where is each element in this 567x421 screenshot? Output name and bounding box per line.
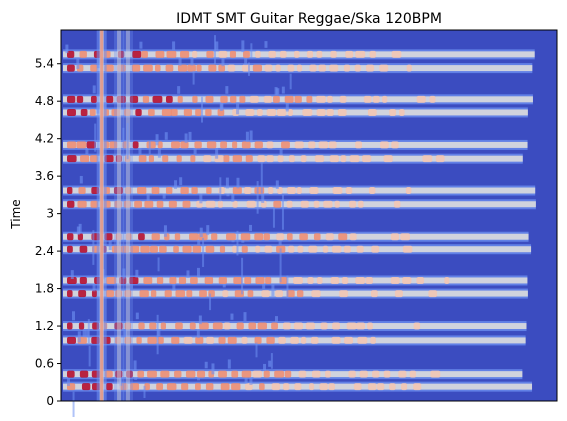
spectrogram-vertical-streak bbox=[96, 30, 107, 401]
y-tick-label: 4.2 bbox=[35, 132, 54, 146]
plot-frame bbox=[60, 29, 558, 402]
plot-area bbox=[61, 30, 557, 421]
y-axis: 0 0.6 1.2 1.8 2.4 3 3.6 4.2 4.8 5.4 bbox=[35, 57, 61, 408]
spectrogram-band bbox=[63, 175, 536, 196]
y-tick-label: 5.4 bbox=[35, 57, 54, 71]
spectrogram-band bbox=[63, 372, 533, 392]
spectrogram-vertical-streak bbox=[114, 30, 125, 401]
y-axis-label: Time bbox=[9, 199, 23, 229]
y-tick-label: 2.4 bbox=[35, 244, 54, 258]
y-tick-label: 0 bbox=[46, 394, 54, 408]
spectrogram-band bbox=[63, 85, 533, 105]
spectrogram-band bbox=[63, 130, 528, 150]
spectrogram-band bbox=[63, 326, 526, 346]
spectrogram-band bbox=[63, 54, 533, 74]
y-tick-label: 0.6 bbox=[35, 357, 54, 371]
spectrogram-band bbox=[63, 311, 527, 332]
y-tick-label: 3 bbox=[46, 207, 54, 221]
spectrogram-band bbox=[63, 223, 529, 242]
spectrogram-vertical-streak bbox=[122, 30, 133, 401]
spectrogram-band bbox=[63, 359, 523, 380]
y-tick-label: 4.8 bbox=[35, 94, 54, 108]
chart-title: IDMT SMT Guitar Reggae/Ska 120BPM bbox=[176, 11, 442, 27]
y-tick-label: 1.2 bbox=[35, 319, 54, 333]
spectrogram-band bbox=[63, 145, 523, 164]
spectrogram-band bbox=[63, 189, 536, 210]
spectrogram-band bbox=[63, 40, 535, 60]
y-tick-label: 1.8 bbox=[35, 282, 54, 296]
y-tick-label: 3.6 bbox=[35, 169, 54, 183]
